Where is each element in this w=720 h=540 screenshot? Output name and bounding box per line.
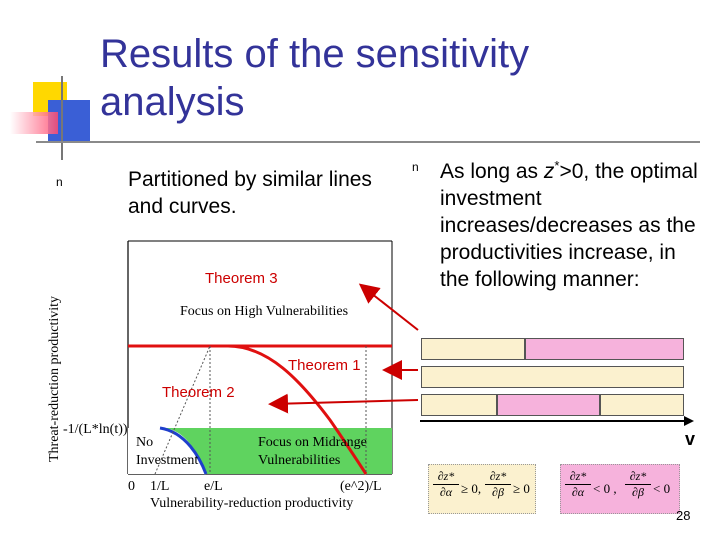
formula-b-num2: ∂z*	[629, 469, 647, 483]
y-tick-label: -1/(L*ln(t))	[63, 422, 128, 437]
formula-b-frac2: ∂z* ∂β	[625, 469, 651, 500]
x-tick-e2-over-l: (e^2)/L	[340, 479, 382, 494]
right-bullet-var: z	[543, 160, 555, 183]
right-bullet-text: As long as z*>0, the optimal investment …	[440, 152, 700, 293]
right-bullet-sup: *	[554, 158, 560, 173]
v-axis-arrowhead	[684, 416, 694, 426]
blue-curve	[159, 426, 208, 475]
legend-bar-3-pink	[497, 394, 600, 416]
formula-a-frac2: ∂z* ∂β	[485, 469, 511, 500]
decor-red-bar	[10, 112, 58, 134]
formula-b-rel1: < 0 ,	[593, 481, 617, 496]
theorem-1-label: Theorem 1	[288, 357, 361, 374]
right-bullet-before: As long as	[440, 160, 544, 183]
formula-a-num2: ∂z*	[489, 469, 507, 483]
x-axis-label: Vulnerability-reduction productivity	[150, 496, 353, 511]
x-tick-1-over-l: 1/L	[150, 479, 169, 494]
right-bullet-after: >0, the optimal investment increases/dec…	[440, 160, 698, 291]
formula-box-nonneg: ∂z* ∂α ≥ 0, ∂z* ∂β ≥ 0	[428, 464, 536, 514]
no-investment-region	[128, 428, 206, 474]
region-none-label-2: Investment	[136, 453, 198, 468]
legend-bar-1-tan	[421, 338, 525, 360]
formula-a-rel2: ≥ 0	[513, 481, 530, 496]
bullet-marker-right: n	[412, 160, 419, 174]
region-mid-label-1: Focus on Midrange	[258, 435, 367, 450]
formula-b-rel2: < 0	[653, 481, 671, 496]
formula-b-fracbar1	[565, 484, 591, 485]
region-none-label-1: No	[136, 435, 153, 450]
legend-bar-3-tan-left	[421, 394, 497, 416]
left-bullet-text: Partitioned by similar lines and curves.	[128, 168, 372, 218]
theorem-3-label: Theorem 3	[205, 270, 278, 287]
bullet-marker-left: n	[56, 175, 63, 189]
y-axis-label: Threat-reduction productivity	[47, 296, 62, 462]
region-mid-label-2: Vulnerabilities	[258, 453, 340, 468]
region-high-label: Focus on High Vulnerabilities	[180, 304, 348, 319]
formula-a-den1: ∂α	[439, 485, 453, 499]
formula-b-den2: ∂β	[632, 485, 644, 499]
formula-a-frac1: ∂z* ∂α	[433, 469, 459, 500]
formula-b-fracbar2	[625, 484, 651, 485]
formula-b-den1: ∂α	[571, 485, 585, 499]
formula-a-fracbar2	[485, 484, 511, 485]
theorem-2-label: Theorem 2	[162, 384, 235, 401]
red-curve	[227, 344, 368, 475]
formula-a-fracbar1	[433, 484, 459, 485]
arrow-theorem2	[268, 393, 419, 414]
guide-diagonal	[154, 345, 211, 475]
legend-bar-1-pink	[525, 338, 684, 360]
legend-bar-3-tan-right	[600, 394, 684, 416]
formula-a-den2: ∂β	[492, 485, 504, 499]
x-tick-e-over-l: e/L	[204, 479, 223, 494]
decor-vertical-line	[61, 76, 63, 160]
formula-b-num1: ∂z*	[569, 469, 587, 483]
legend-bar-2-tan	[421, 366, 684, 388]
v-axis-label: v	[685, 429, 695, 449]
formula-b-frac1: ∂z* ∂α	[565, 469, 591, 500]
formula-box-negative: ∂z* ∂α < 0 , ∂z* ∂β < 0	[560, 464, 680, 514]
page-number: 28	[676, 508, 691, 523]
formula-a-rel1: ≥ 0,	[461, 481, 482, 496]
slide-title: Results of the sensitivity analysis	[100, 32, 530, 124]
formula-a-num1: ∂z*	[437, 469, 455, 483]
arrow-theorem3	[358, 283, 419, 331]
title-divider	[36, 141, 700, 143]
x-tick-0: 0	[128, 479, 135, 494]
